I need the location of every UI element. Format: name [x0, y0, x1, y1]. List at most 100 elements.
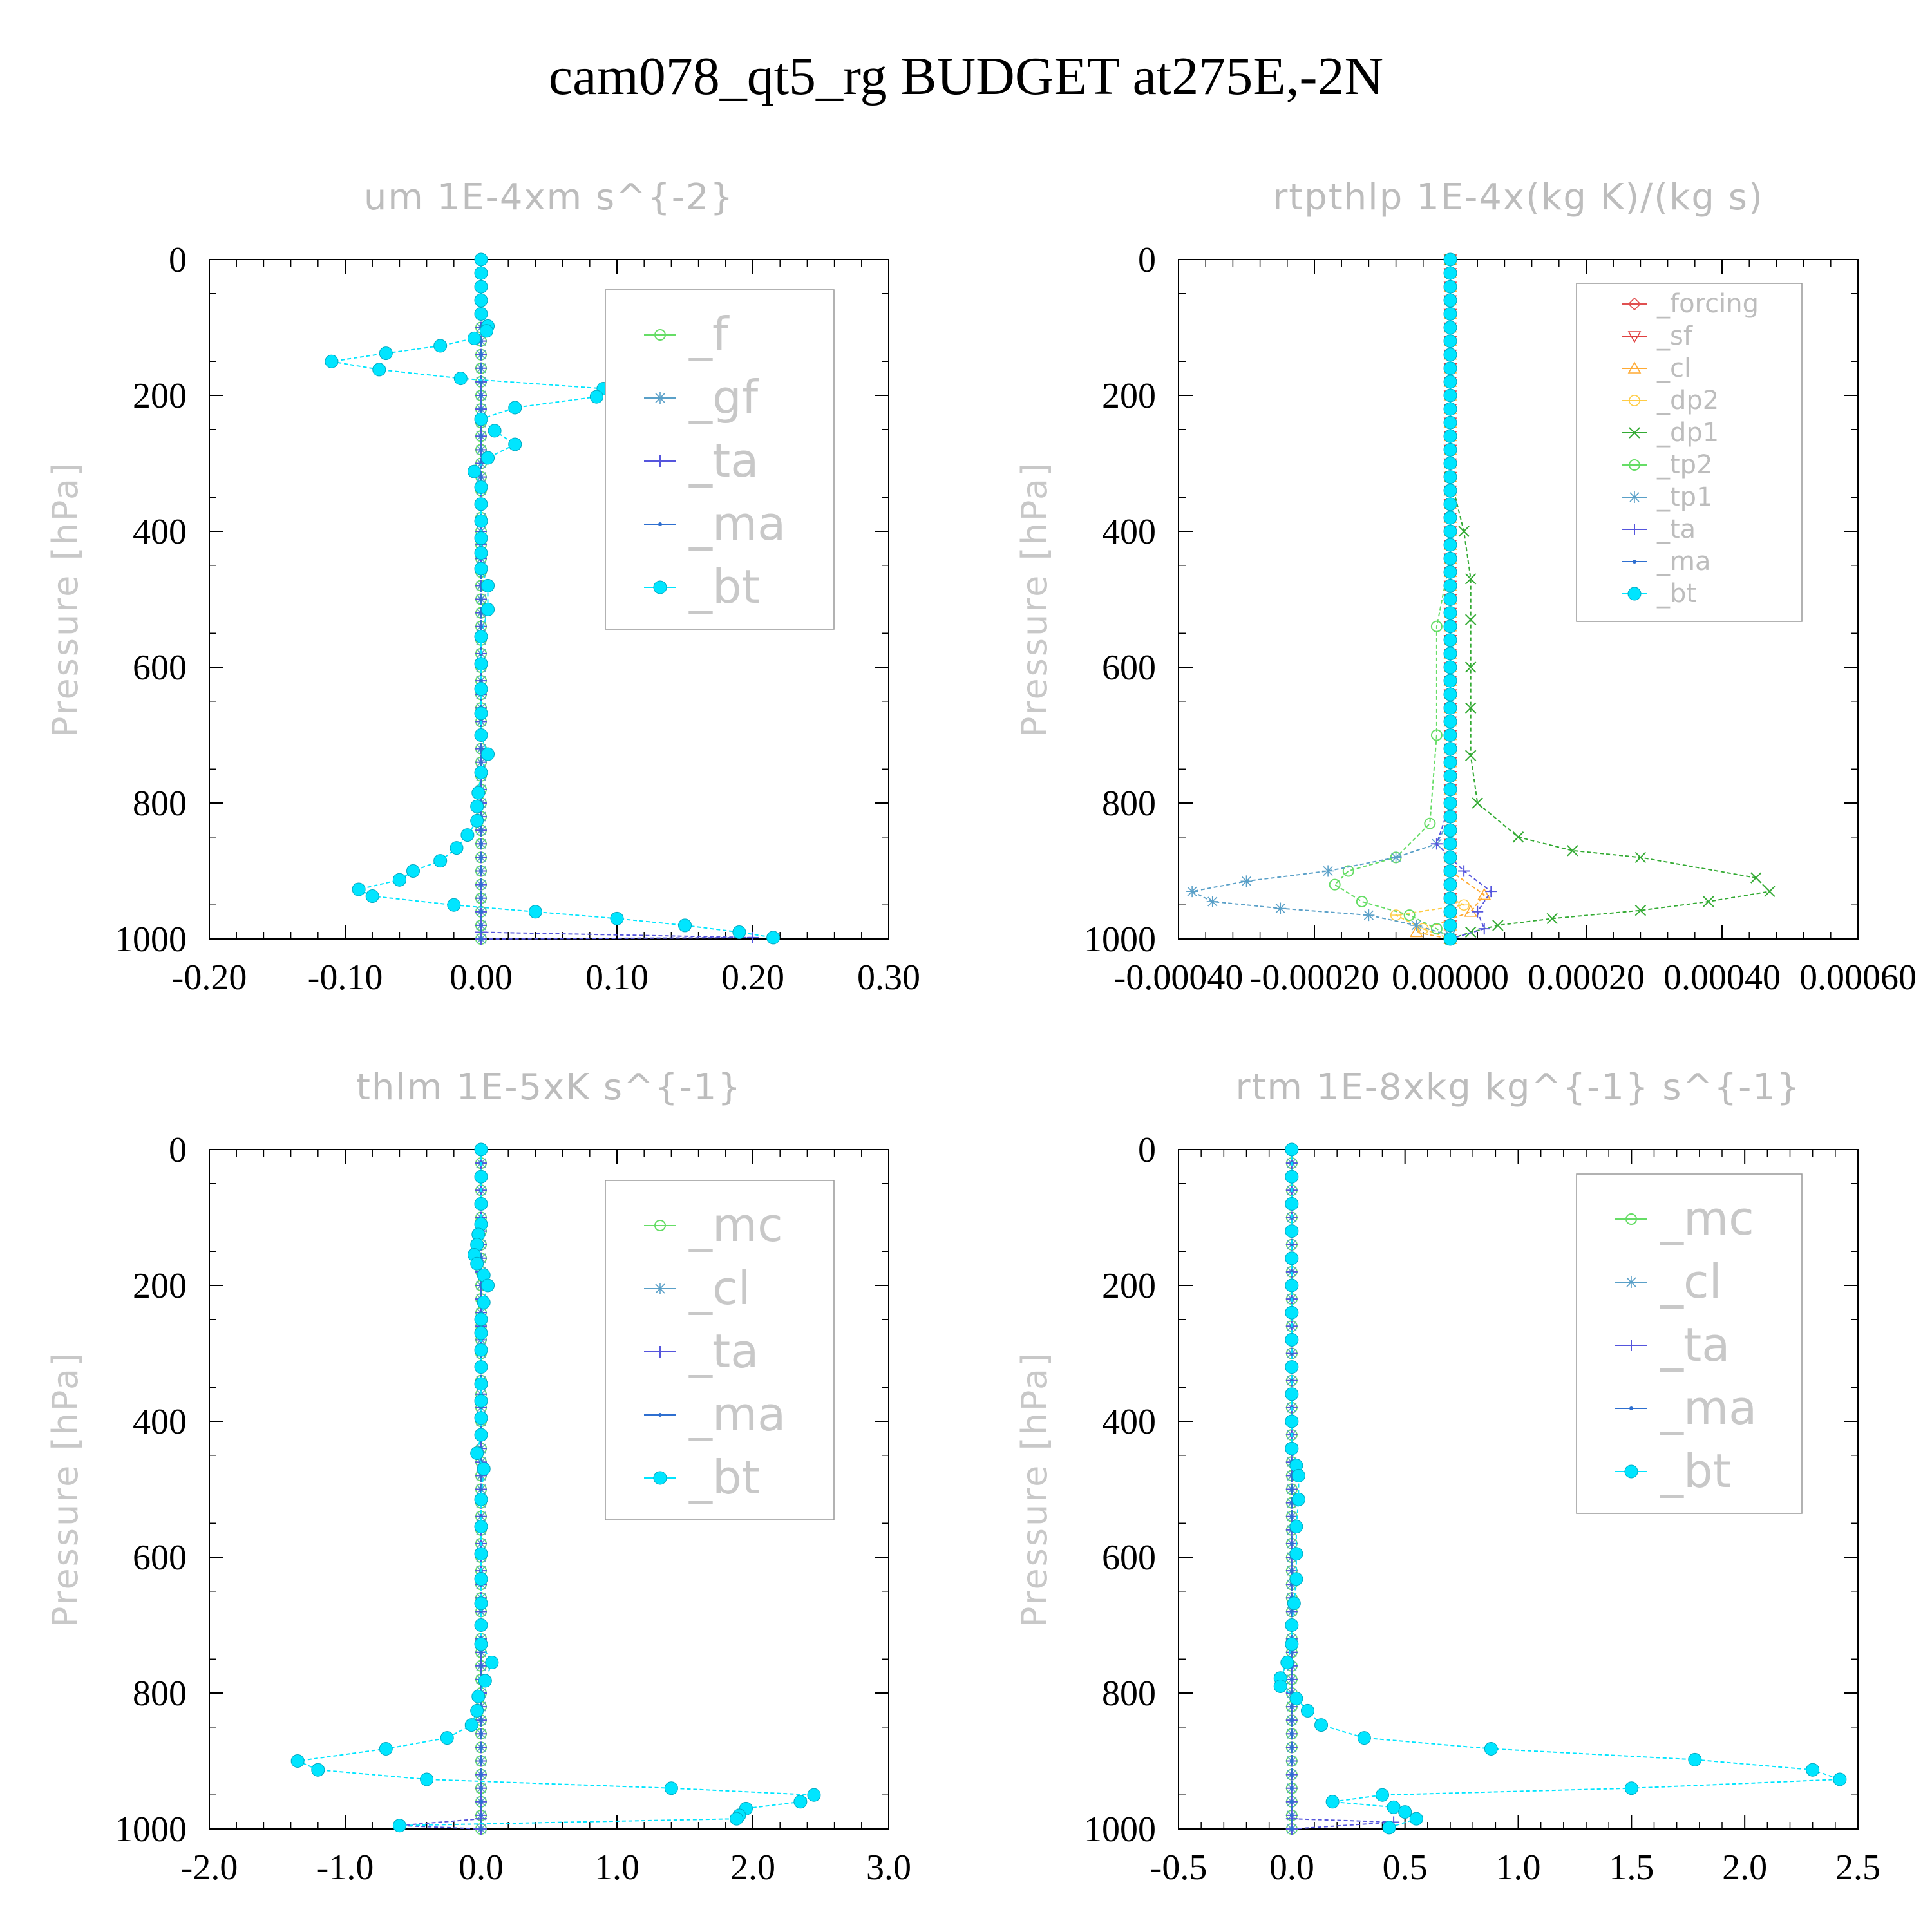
y-tick-label: 600	[1102, 648, 1156, 688]
data-point	[479, 679, 483, 683]
panel-3: thlm 1E-5xK s^{-1} Pressure [hPa] 0 200 400 6…	[45, 1066, 911, 1888]
data-point	[479, 624, 483, 629]
data-point	[1443, 782, 1457, 797]
legend-box	[1576, 1173, 1803, 1514]
data-point	[474, 546, 488, 560]
y-tick-label: 0	[1138, 1130, 1156, 1170]
data-point	[1443, 850, 1457, 864]
data-point	[474, 1411, 488, 1425]
panel-2: rtpthlp 1E-4x(kg K)/(kg s) Pressure [hPa]…	[1014, 176, 1917, 998]
y-tick-label: 400	[133, 512, 187, 552]
data-point	[1289, 1572, 1303, 1586]
data-point	[1430, 838, 1443, 850]
panel-4: rtm 1E-8xkg kg^{-1} s^{-1} Pressure [hPa]…	[1014, 1066, 1880, 1888]
data-point	[1291, 1468, 1305, 1482]
data-point	[1443, 266, 1457, 280]
legend-marker	[1625, 1276, 1637, 1288]
legend-label: _ma	[688, 1387, 786, 1441]
x-tick-label: -0.00020	[1250, 958, 1379, 998]
data-point	[1289, 1514, 1294, 1519]
data-point	[474, 293, 488, 307]
data-point	[453, 372, 468, 386]
data-point	[479, 1772, 483, 1777]
data-point	[1443, 321, 1457, 334]
data-point	[1280, 1656, 1294, 1670]
legend-marker	[653, 1471, 667, 1485]
x-tick-label: 1.0	[1496, 1848, 1541, 1888]
data-point	[474, 766, 488, 780]
legend-marker	[1629, 459, 1640, 471]
data-point	[479, 828, 483, 833]
data-point	[1410, 919, 1423, 931]
data-point	[793, 1795, 808, 1809]
x-tick-label: 2.0	[730, 1848, 775, 1888]
data-point	[479, 1813, 483, 1817]
series-line	[1435, 260, 1492, 940]
data-point	[528, 905, 542, 919]
y-tick-label: 0	[169, 1130, 187, 1170]
series-line	[1189, 260, 1451, 936]
data-point	[508, 437, 522, 451]
y-tick-label: 800	[1102, 1674, 1156, 1714]
data-point	[447, 898, 461, 912]
data-point	[433, 854, 448, 868]
data-point	[1376, 1788, 1389, 1802]
data-point	[1472, 797, 1483, 809]
data-point	[474, 1428, 488, 1442]
data-point	[479, 366, 483, 370]
data-point	[1289, 1677, 1294, 1681]
data-point	[1443, 565, 1457, 579]
data-point	[474, 480, 488, 494]
data-point	[479, 407, 483, 412]
data-point	[290, 1754, 305, 1768]
data-point	[433, 339, 448, 353]
data-point	[1443, 674, 1457, 688]
legend-marker	[1627, 587, 1642, 601]
data-point	[1567, 845, 1578, 857]
data-point	[479, 1745, 483, 1750]
data-point	[1443, 932, 1457, 946]
data-point	[1624, 1781, 1638, 1795]
data-point	[474, 630, 488, 644]
data-point	[1289, 1547, 1303, 1561]
data-point	[1477, 887, 1492, 900]
data-point	[1634, 851, 1647, 864]
data-point	[1289, 1745, 1294, 1750]
data-point	[1806, 1763, 1820, 1777]
x-tick-label: 0.00	[450, 958, 513, 998]
data-point	[479, 1732, 483, 1736]
data-point	[1289, 1520, 1303, 1534]
data-point	[474, 728, 488, 742]
data-point	[1289, 1813, 1294, 1817]
data-point	[474, 1637, 488, 1651]
x-tick-label: 3.0	[866, 1848, 911, 1888]
data-point	[1289, 1786, 1294, 1790]
y-tick-label: 1000	[1084, 1810, 1156, 1850]
data-point	[1285, 1360, 1299, 1374]
legend-marker	[654, 1346, 666, 1358]
y-tick-label: 600	[1102, 1538, 1156, 1578]
data-point	[1443, 484, 1457, 498]
data-point	[1443, 415, 1457, 430]
data-point	[1289, 1269, 1294, 1274]
data-point	[1291, 1492, 1305, 1506]
x-tick-label: -0.10	[308, 958, 383, 998]
data-point	[470, 1256, 484, 1271]
data-point	[467, 331, 481, 345]
data-point	[1287, 1596, 1301, 1611]
data-point	[474, 682, 488, 696]
y-tick-label: 0	[169, 240, 187, 280]
data-point	[450, 841, 464, 855]
data-point	[1342, 865, 1354, 877]
data-point	[479, 434, 483, 439]
data-point	[1443, 755, 1457, 770]
panel-title: thlm 1E-5xK s^{-1}	[356, 1066, 742, 1108]
data-point	[1443, 307, 1457, 321]
data-point	[1289, 1705, 1294, 1709]
data-point	[1403, 909, 1416, 922]
y-tick-label: 400	[1102, 1402, 1156, 1442]
data-point	[1289, 1759, 1294, 1763]
data-point	[1443, 375, 1457, 389]
data-point	[1443, 864, 1457, 878]
legend-marker	[1627, 361, 1642, 374]
